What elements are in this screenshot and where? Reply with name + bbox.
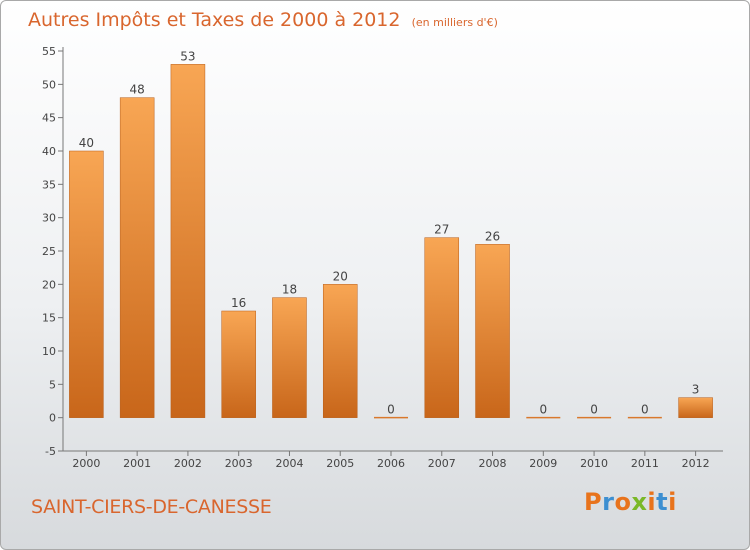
y-tick-label: 10 xyxy=(42,345,56,358)
y-tick-label: -5 xyxy=(45,445,56,458)
y-tick-label: 15 xyxy=(42,312,56,325)
y-tick-label: 40 xyxy=(42,145,56,158)
data-label: 0 xyxy=(539,403,547,417)
logo-letter: o xyxy=(614,488,632,516)
logo-letter: P xyxy=(584,488,603,516)
data-label: 20 xyxy=(333,269,348,283)
y-tick-label: 5 xyxy=(49,378,56,391)
logo-letter: i xyxy=(647,488,657,516)
x-tick-label: 2007 xyxy=(428,457,456,470)
data-label: 16 xyxy=(231,296,246,310)
data-label: 0 xyxy=(590,403,598,417)
chart-unit: (en milliers d'€) xyxy=(411,16,498,29)
bar xyxy=(322,284,358,418)
bar xyxy=(221,310,256,418)
data-label: 26 xyxy=(485,229,500,243)
data-label: 53 xyxy=(180,49,195,63)
y-tick-label: 30 xyxy=(42,212,56,225)
bar xyxy=(424,237,460,418)
data-label: 27 xyxy=(434,223,449,237)
data-label: 48 xyxy=(130,83,145,97)
x-tick-label: 2009 xyxy=(529,457,557,470)
x-tick-label: 2012 xyxy=(682,457,710,470)
y-tick-label: 0 xyxy=(49,412,56,425)
data-label: 3 xyxy=(692,383,700,397)
y-tick-label: 50 xyxy=(42,78,56,91)
data-label: 18 xyxy=(282,283,297,297)
x-tick-label: 2003 xyxy=(225,457,253,470)
logo-letter: i xyxy=(668,488,677,516)
x-tick-label: 2011 xyxy=(631,457,659,470)
x-tick-label: 2002 xyxy=(174,457,202,470)
logo-letter: t xyxy=(656,488,669,516)
y-tick-label: 25 xyxy=(42,245,56,258)
x-tick-label: 2005 xyxy=(326,457,354,470)
y-tick-label: 35 xyxy=(42,178,56,191)
commune-name: SAINT-CIERS-DE-CANESSE xyxy=(31,496,272,518)
bar xyxy=(475,244,510,418)
y-tick-label: 55 xyxy=(42,45,56,58)
bar xyxy=(272,297,307,418)
data-label: 0 xyxy=(387,403,395,417)
y-tick-label: 45 xyxy=(42,112,56,125)
x-tick-label: 2001 xyxy=(123,457,151,470)
data-label: 40 xyxy=(79,136,94,150)
bar xyxy=(678,397,713,418)
bar xyxy=(170,64,206,418)
data-label: 0 xyxy=(641,403,649,417)
x-tick-label: 2008 xyxy=(479,457,507,470)
x-tick-label: 2010 xyxy=(580,457,608,470)
proxiti-logo: Proxiti xyxy=(584,488,677,516)
x-tick-label: 2004 xyxy=(275,457,303,470)
logo-letter: r xyxy=(602,488,615,516)
x-tick-label: 2006 xyxy=(377,457,405,470)
chart-title-row: Autres Impôts et Taxes de 2000 à 2012 (e… xyxy=(28,9,498,31)
bar xyxy=(69,150,104,418)
chart-title: Autres Impôts et Taxes de 2000 à 2012 xyxy=(28,9,401,31)
logo-letter: x xyxy=(631,488,648,516)
x-tick-label: 2000 xyxy=(72,457,100,470)
y-tick-label: 20 xyxy=(42,278,56,291)
bar xyxy=(119,97,155,418)
